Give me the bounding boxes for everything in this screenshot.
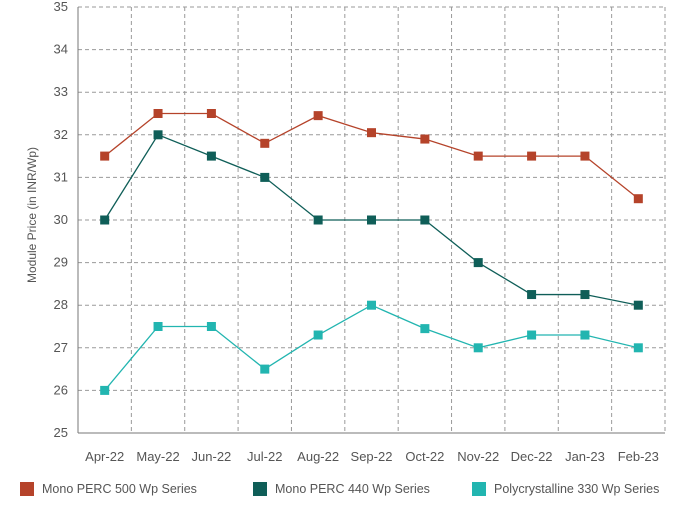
data-point (100, 151, 110, 161)
series-2 (100, 300, 643, 395)
y-tick-label: 33 (54, 84, 68, 99)
data-point (260, 138, 270, 148)
data-point (100, 215, 110, 225)
data-point (260, 172, 270, 182)
data-point (153, 109, 163, 118)
x-tick-label: Nov-22 (457, 449, 499, 464)
x-tick-label: Sep-22 (351, 449, 393, 464)
legend-item-mono-perc-440: Mono PERC 440 Wp Series (253, 482, 430, 496)
legend-item-polycrystalline-330: Polycrystalline 330 Wp Series (472, 482, 659, 496)
x-tick-label: Jan-23 (565, 449, 605, 464)
data-point (260, 364, 270, 374)
y-tick-label: 28 (54, 297, 68, 312)
y-tick-label: 35 (54, 0, 68, 14)
data-point (100, 385, 110, 395)
data-point (367, 300, 376, 310)
data-point (206, 322, 216, 331)
data-point (633, 300, 643, 310)
data-point (580, 151, 590, 161)
data-point (633, 194, 643, 204)
x-tick-label: May-22 (136, 449, 179, 464)
y-tick-label: 32 (54, 127, 68, 142)
x-tick-label: Oct-22 (405, 449, 444, 464)
y-axis-title: Module Price (in INR/Wp) (25, 147, 39, 283)
series-0 (100, 109, 643, 204)
data-point (367, 215, 376, 225)
x-tick-label: Jul-22 (247, 449, 282, 464)
data-point (153, 130, 163, 140)
data-point (313, 215, 323, 225)
y-tick-label: 29 (54, 255, 68, 270)
data-point (313, 111, 323, 121)
y-tick-label: 30 (54, 212, 68, 227)
legend-swatch-mono-perc-440 (253, 482, 267, 496)
data-point (580, 290, 590, 300)
data-point (527, 330, 537, 340)
legend-swatch-polycrystalline-330 (472, 482, 486, 496)
line-chart: 25 26 27 28 29 30 31 32 33 34 35 Apr-22 May-22 Jun-2… (25, 0, 666, 464)
data-point (527, 151, 537, 161)
y-tick-label: 27 (54, 340, 68, 355)
data-point (473, 258, 483, 268)
x-axis-ticks: Apr-22 May-22 Jun-22 Jul-22 Aug-22 Sep-22 Oct-… (85, 449, 659, 464)
legend-label: Mono PERC 500 Wp Series (42, 482, 197, 496)
x-tick-label: Apr-22 (85, 449, 124, 464)
data-point (633, 343, 643, 353)
data-point (420, 134, 430, 144)
x-tick-label: Feb-23 (618, 449, 659, 464)
x-tick-label: Dec-22 (511, 449, 553, 464)
y-tick-label: 31 (54, 169, 68, 184)
data-point (206, 109, 216, 118)
legend-label: Polycrystalline 330 Wp Series (494, 482, 660, 496)
y-tick-label: 25 (54, 425, 68, 440)
x-tick-label: Jun-22 (192, 449, 232, 464)
legend-label: Mono PERC 440 Wp Series (275, 482, 430, 496)
data-point (420, 215, 430, 225)
y-axis-ticks: 25 26 27 28 29 30 31 32 33 34 35 (54, 0, 68, 440)
y-tick-label: 34 (54, 42, 68, 57)
data-point (153, 322, 163, 331)
data-point (420, 324, 430, 334)
data-point (313, 330, 323, 340)
x-tick-label: Aug-22 (297, 449, 339, 464)
series-layer (100, 109, 643, 395)
data-point (580, 330, 590, 340)
legend-item-mono-perc-500: Mono PERC 500 Wp Series (20, 482, 197, 496)
legend-swatch-mono-perc-500 (20, 482, 34, 496)
y-tick-label: 26 (54, 382, 68, 397)
legend: Mono PERC 500 Wp Series Mono PERC 440 Wp… (0, 482, 688, 502)
data-point (206, 151, 216, 161)
data-point (367, 128, 376, 138)
series-1 (100, 130, 643, 310)
data-point (527, 290, 537, 300)
data-point (473, 151, 483, 161)
data-point (473, 343, 483, 353)
